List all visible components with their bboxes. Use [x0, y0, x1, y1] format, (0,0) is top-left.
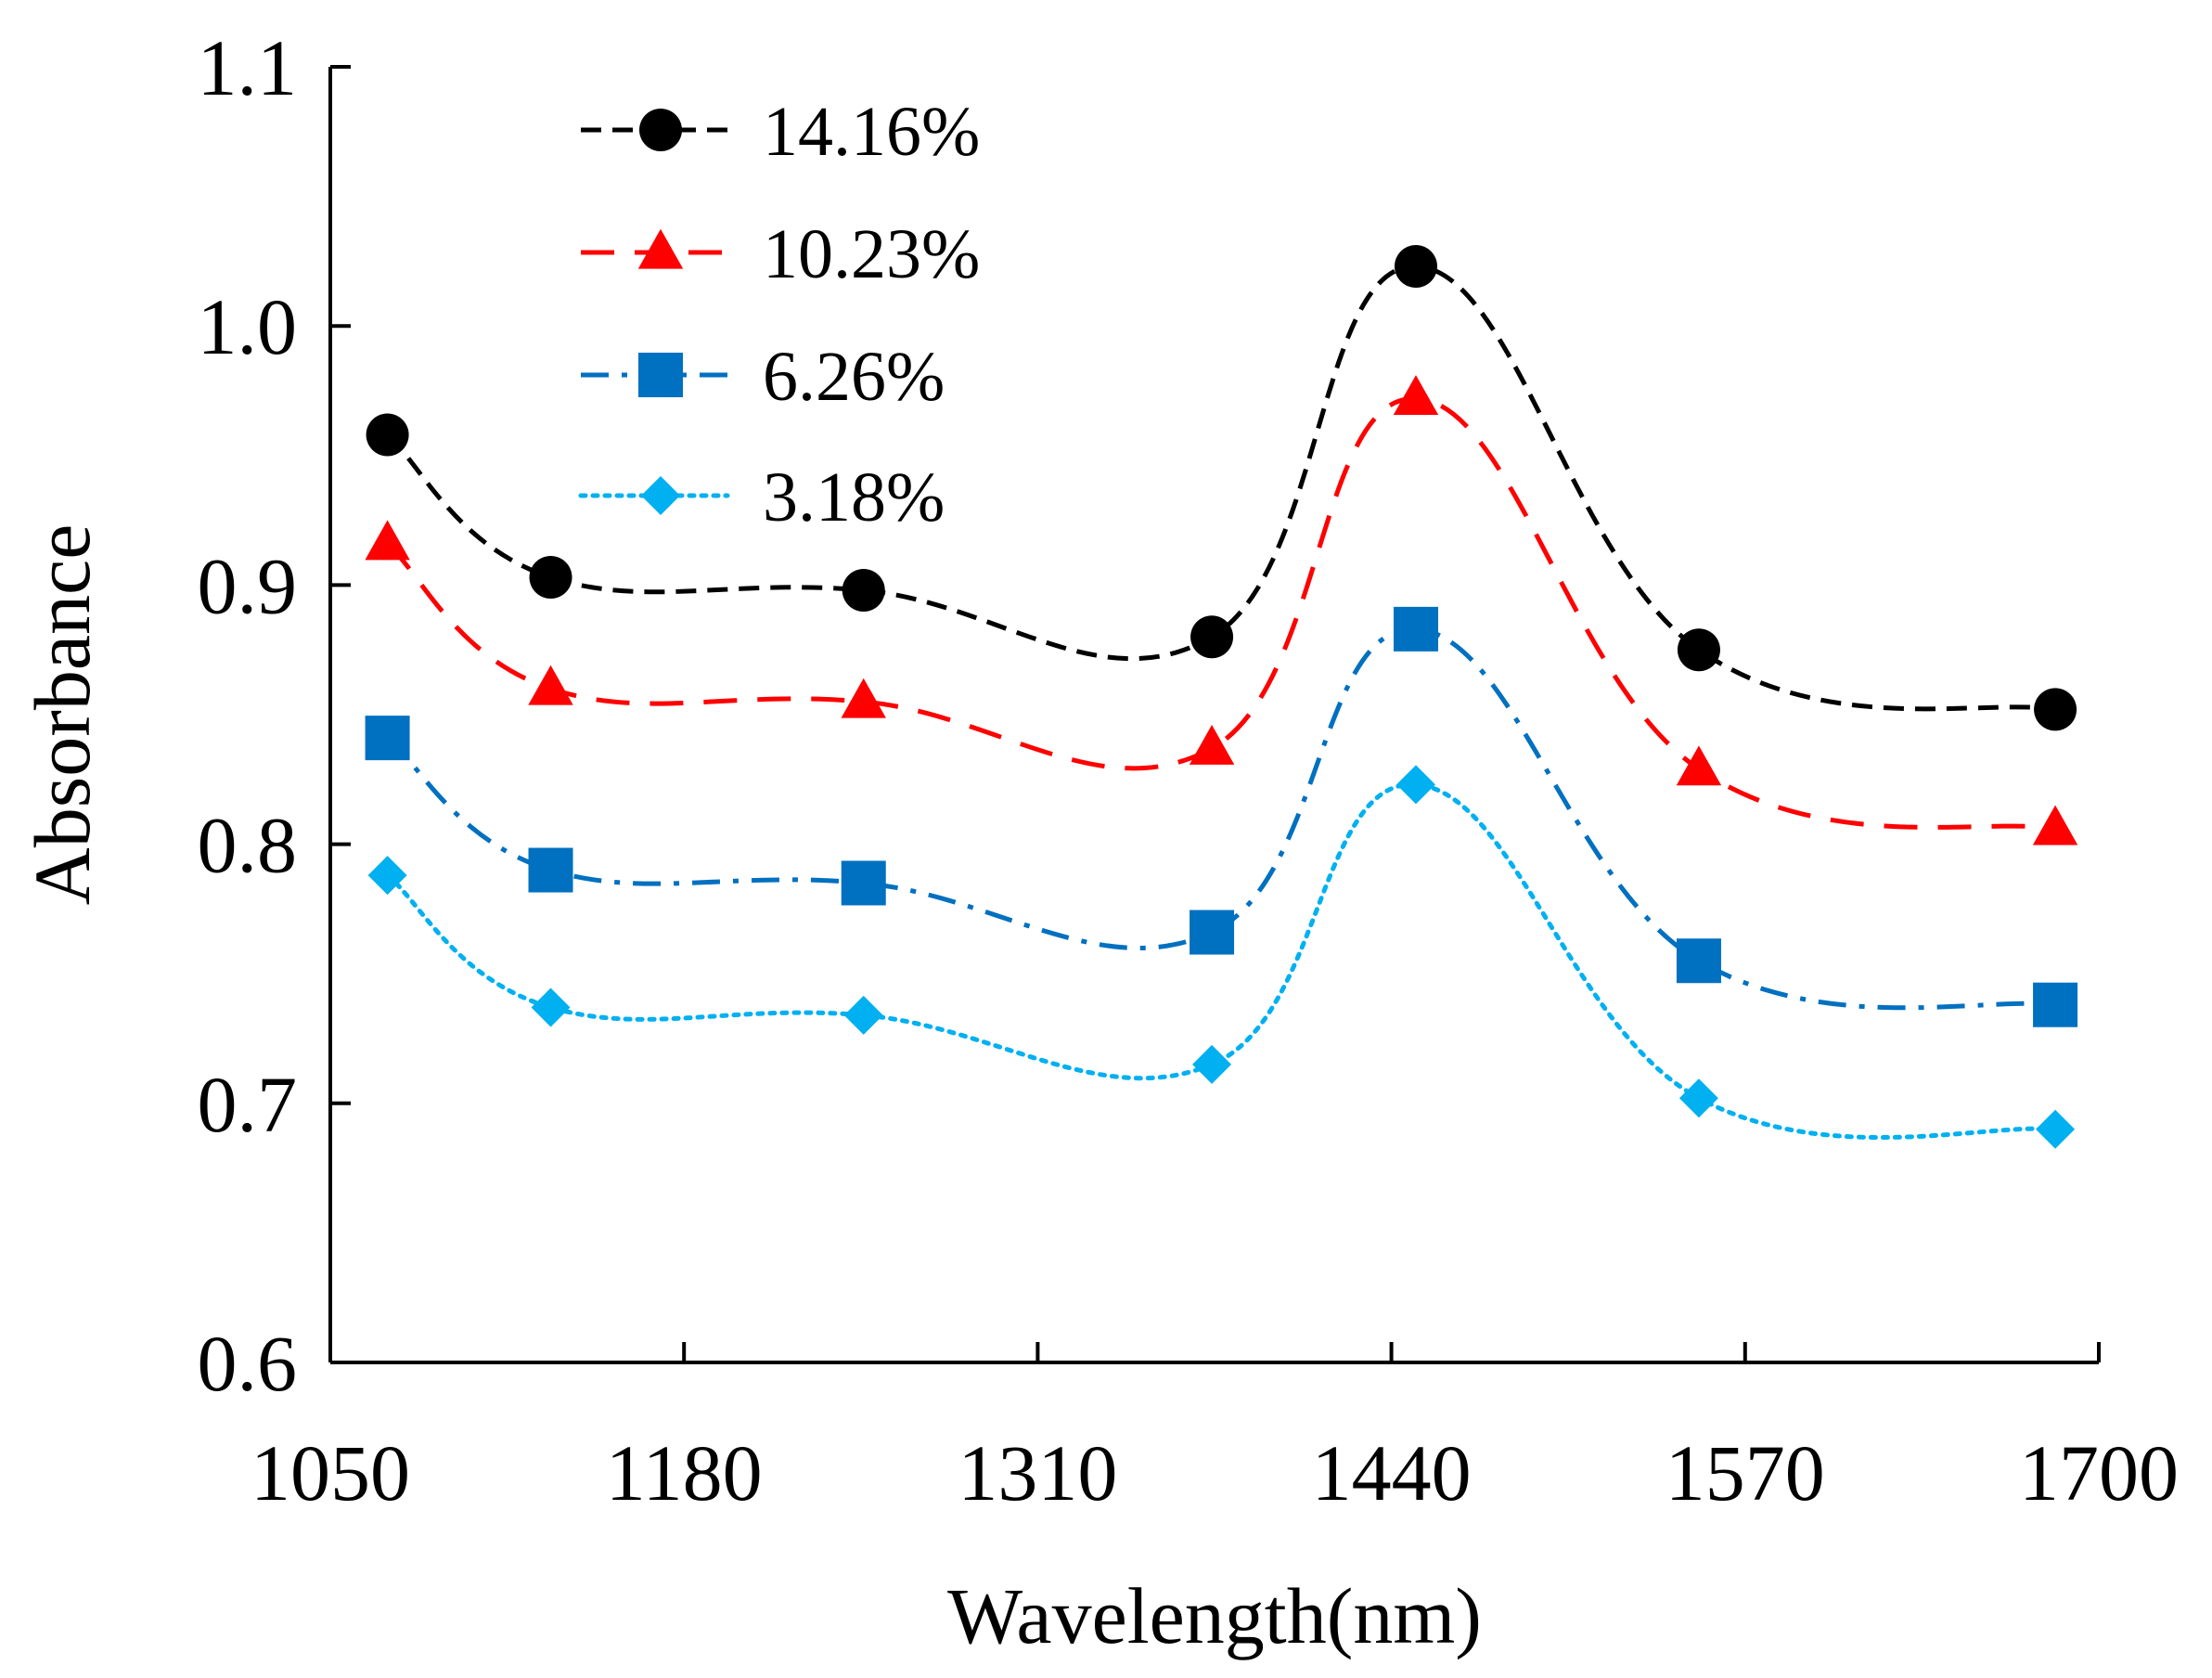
data-point-diamond — [1192, 1044, 1232, 1084]
x-tick-label: 1180 — [606, 1428, 763, 1517]
data-point-circle — [529, 556, 572, 600]
data-point-square — [841, 860, 886, 906]
data-point-triangle — [528, 665, 573, 705]
data-point-diamond — [531, 987, 571, 1027]
data-point-square — [1393, 606, 1438, 652]
legend-entry: 3.18% — [578, 458, 945, 536]
x-tick-label: 1310 — [958, 1428, 1117, 1517]
legend-marker-diamond — [641, 476, 680, 515]
y-tick-label: 0.9 — [198, 541, 298, 630]
legend-entry: 6.26% — [581, 338, 945, 416]
legend-entry: 10.23% — [581, 215, 980, 293]
data-point-diamond — [1678, 1078, 1718, 1118]
data-point-triangle — [1676, 745, 1722, 786]
legend-entry: 14.16% — [581, 93, 980, 171]
data-point-circle — [2034, 688, 2077, 731]
y-tick-label: 0.8 — [198, 801, 298, 890]
y-tick-label: 0.6 — [198, 1319, 298, 1408]
x-tick-label: 1700 — [2019, 1428, 2179, 1517]
legend: 14.16% 10.23% 6.26% 3.18% — [578, 93, 980, 536]
legend-label: 3.18% — [763, 458, 945, 536]
data-point-diamond — [843, 995, 883, 1035]
axes: 0.60.70.80.91.01.1 1050 1180 1310 1440 1570 1… — [198, 23, 2180, 1517]
data-point-triangle — [2032, 805, 2078, 845]
y-tick-label: 0.7 — [198, 1060, 298, 1149]
data-point-square — [2033, 982, 2078, 1027]
x-tick-label: 1440 — [1312, 1428, 1472, 1517]
data-point-square — [1190, 910, 1235, 955]
data-point-triangle — [1189, 724, 1235, 765]
series-lines — [385, 264, 2058, 1140]
legend-marker-triangle — [637, 228, 684, 269]
data-point-square — [1676, 938, 1721, 984]
legend-marker-circle — [639, 109, 682, 151]
y-ticks: 0.6 0.7 0.8 0.9 1.0 1.1 — [198, 23, 351, 1408]
legend-label: 6.26% — [763, 338, 945, 416]
series-line-square — [386, 626, 2056, 1011]
data-point-circle — [1394, 244, 1437, 288]
data-point-diamond — [367, 856, 407, 896]
x-tick-label: 1570 — [1665, 1428, 1825, 1517]
data-point-triangle — [841, 678, 886, 718]
y-axis-title: Absorbance — [18, 524, 107, 906]
data-point-circle — [1677, 628, 1720, 672]
series-line-diamond — [385, 781, 2058, 1140]
data-point-square — [365, 716, 410, 761]
series-markers — [365, 244, 2078, 1149]
data-point-square — [528, 847, 573, 893]
data-point-triangle — [1393, 375, 1439, 415]
data-point-circle — [366, 413, 409, 457]
legend-marker-square — [638, 353, 683, 397]
legend-label: 14.16% — [763, 93, 980, 171]
x-tick-label: 1050 — [251, 1428, 410, 1517]
data-point-diamond — [2036, 1109, 2076, 1149]
data-point-diamond — [1395, 765, 1435, 805]
x-ticks: 1050 1180 1310 1440 1570 1700 — [251, 1342, 2179, 1517]
y-tick-label: 1.1 — [198, 23, 298, 112]
x-axis-title: Wavelength(nm) — [947, 1571, 1482, 1660]
data-point-circle — [1190, 615, 1234, 659]
data-point-triangle — [365, 520, 410, 561]
y-tick-label: 1.0 — [198, 282, 298, 371]
data-point-circle — [842, 568, 885, 612]
legend-label: 10.23% — [763, 215, 980, 293]
